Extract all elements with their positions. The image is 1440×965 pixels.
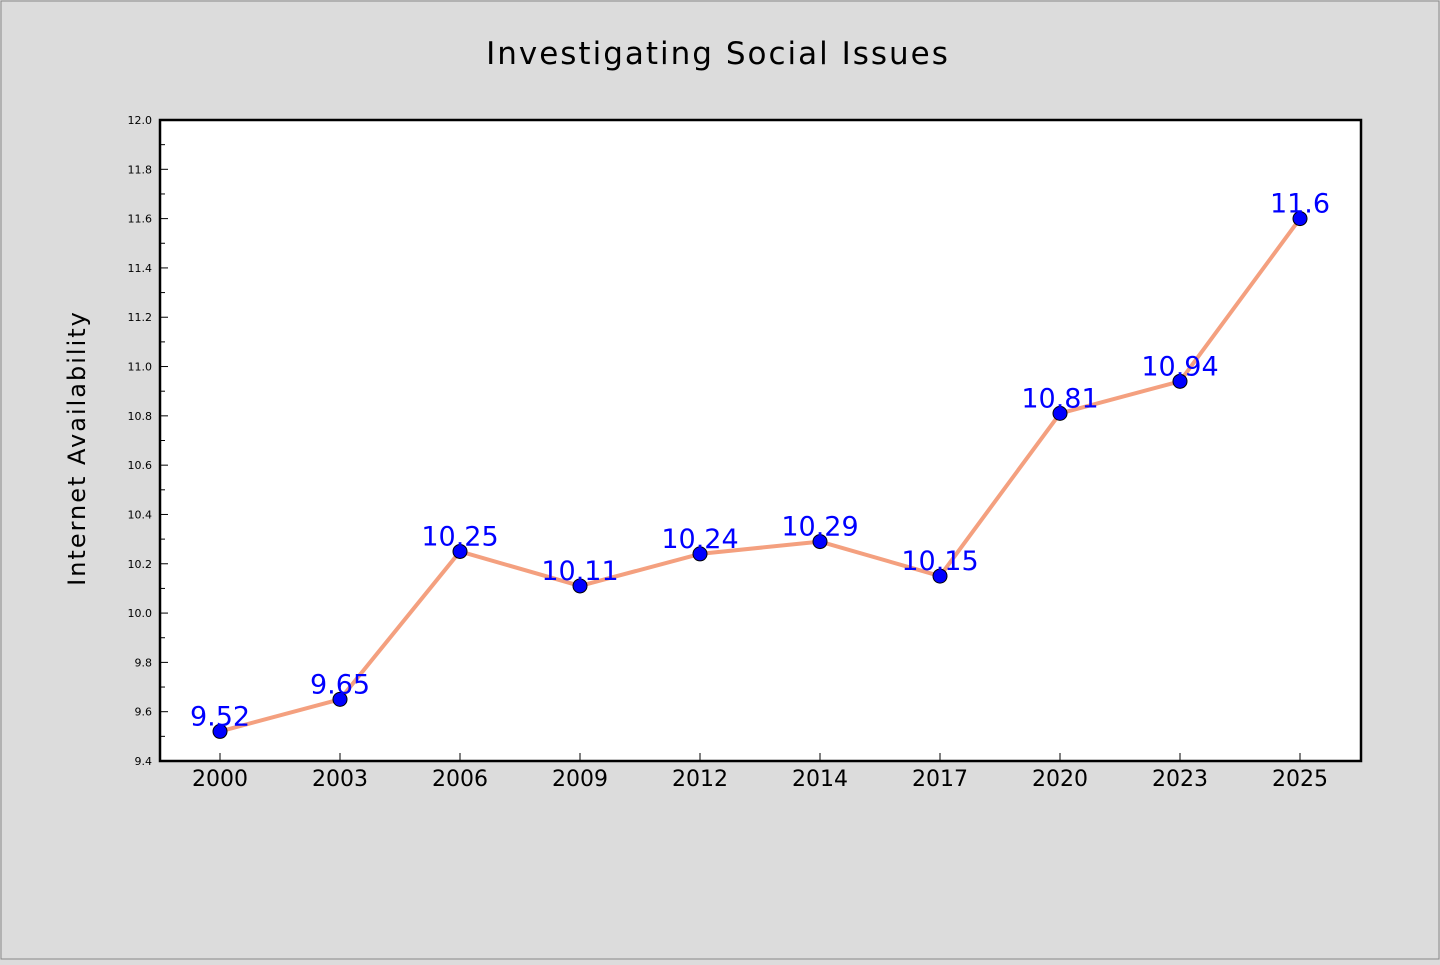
y-tick-label: 10.0 xyxy=(128,607,153,620)
data-label: 9.65 xyxy=(310,669,370,700)
chart-title: Investigating Social Issues xyxy=(486,36,950,72)
data-point xyxy=(1052,405,1068,421)
x-tick-label: 2006 xyxy=(432,767,488,792)
data-label: 10.11 xyxy=(541,556,618,587)
x-tick-label: 2000 xyxy=(192,767,248,792)
data-point xyxy=(932,568,948,584)
y-axis: 9.4 9.6 9.8 10.0 10.2 10.4 10.6 10.8 11.0 11.2 11.… xyxy=(128,114,168,768)
y-tick-label: 10.8 xyxy=(128,410,153,423)
x-tick-label: 2017 xyxy=(912,767,968,792)
plot-area xyxy=(160,120,1361,761)
y-tick-label: 10.6 xyxy=(128,459,153,472)
y-tick-label: 11.8 xyxy=(128,163,153,176)
data-label: 11.6 xyxy=(1270,189,1330,220)
y-axis-label: Internet Availability xyxy=(63,310,91,586)
y-tick-label: 10.4 xyxy=(128,508,153,521)
data-point xyxy=(332,691,348,707)
y-tick-label: 11.0 xyxy=(128,361,153,374)
x-axis: 2000 2003 2006 2009 2012 2014 2017 2020 2023 2025 xyxy=(192,753,1328,792)
y-tick-label: 11.2 xyxy=(128,311,153,324)
data-label: 10.81 xyxy=(1021,383,1098,414)
data-label: 10.25 xyxy=(421,521,498,552)
data-label: 10.94 xyxy=(1141,351,1218,382)
x-tick-label: 2003 xyxy=(312,767,368,792)
y-tick-label: 10.2 xyxy=(128,558,153,571)
x-tick-label: 2023 xyxy=(1152,767,1208,792)
plot-frame xyxy=(158,118,1363,763)
data-point xyxy=(692,546,708,562)
series-line xyxy=(218,216,1302,734)
data-label: 10.24 xyxy=(661,524,738,555)
data-label: 10.15 xyxy=(901,546,978,577)
y-tick-label: 9.6 xyxy=(135,706,153,719)
x-tick-label: 2009 xyxy=(552,767,608,792)
data-point xyxy=(452,543,468,559)
data-point xyxy=(812,534,828,550)
data-point xyxy=(212,723,228,739)
y-tick-label: 9.8 xyxy=(135,656,153,669)
y-tick-label: 11.6 xyxy=(128,213,153,226)
data-point xyxy=(1172,373,1188,389)
x-tick-label: 2025 xyxy=(1272,767,1328,792)
data-point xyxy=(572,578,588,594)
data-series: 9.52 9.65 10.25 10.11 10.24 10.29 10.15 10.81 10… xyxy=(190,189,1330,739)
data-point xyxy=(1292,211,1308,227)
y-tick-label: 9.4 xyxy=(135,755,153,768)
x-tick-label: 2020 xyxy=(1032,767,1088,792)
y-tick-label: 12.0 xyxy=(128,114,153,127)
data-label: 10.29 xyxy=(781,512,858,543)
data-label: 9.52 xyxy=(190,701,250,732)
x-tick-label: 2014 xyxy=(792,767,848,792)
y-tick-label: 11.4 xyxy=(128,262,153,275)
x-tick-label: 2012 xyxy=(672,767,728,792)
